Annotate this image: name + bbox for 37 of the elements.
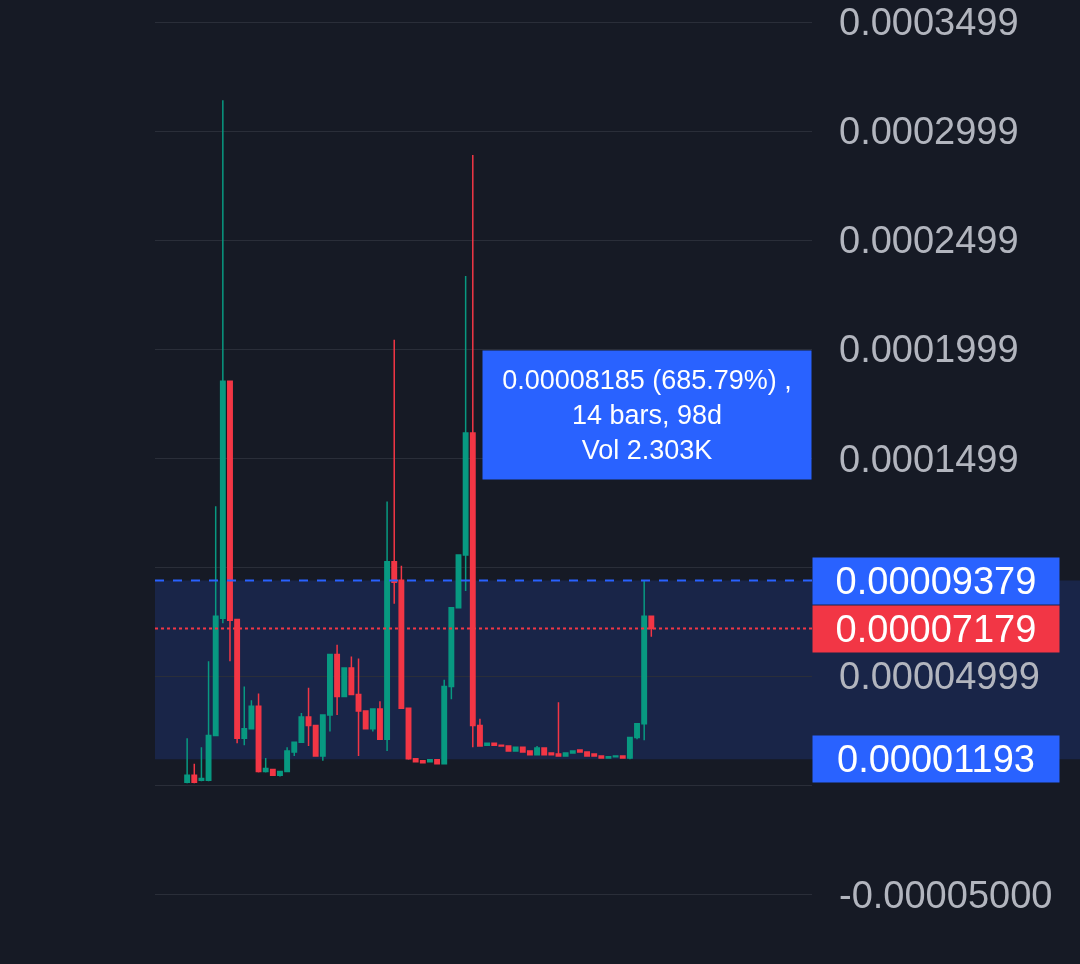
candlestick — [355, 657, 362, 757]
candlestick — [269, 768, 276, 777]
y-tick-label: 0.0001999 — [839, 328, 1019, 371]
candlestick — [555, 701, 562, 757]
y-tick-label: 0.00004999 — [839, 655, 1040, 698]
candlestick — [384, 500, 391, 752]
candlestick — [305, 686, 312, 747]
y-tick-label: 0.0002999 — [839, 110, 1019, 153]
candlestick — [312, 724, 319, 757]
candlestick — [377, 700, 383, 741]
candlestick — [348, 655, 355, 696]
candlestick — [434, 759, 441, 765]
candlestick — [255, 692, 262, 774]
candlestick — [198, 746, 205, 782]
y-tick-label: 0.0003499 — [839, 1, 1019, 44]
band-label: 0.00001193 — [837, 738, 1035, 780]
candlestick — [262, 757, 269, 773]
y-tick-label: -0.00005000 — [839, 873, 1053, 916]
candlestick — [619, 755, 626, 760]
candlestick — [184, 737, 191, 784]
candlestick — [612, 755, 619, 758]
candlestick — [426, 759, 433, 763]
candlestick — [362, 710, 369, 730]
y-tick-label: 0.0001499 — [839, 437, 1019, 480]
candlestick — [534, 745, 541, 756]
candlestick — [462, 275, 469, 592]
candlestick — [191, 763, 198, 784]
annotation: 0.00008185 (685.79%) , 14 bars, 98d Vol 2.303K — [502, 365, 792, 466]
candlestick — [369, 708, 376, 733]
candlestick — [605, 756, 612, 759]
y-tick-label: 0.0002499 — [839, 219, 1019, 262]
ref-line-label: 0.00009379 — [835, 560, 1037, 602]
candlestick — [334, 643, 341, 716]
candlestick — [505, 745, 512, 752]
candlestick — [512, 746, 519, 752]
ref-line-label: 0.00007179 — [835, 608, 1037, 650]
candlestick — [341, 667, 348, 698]
